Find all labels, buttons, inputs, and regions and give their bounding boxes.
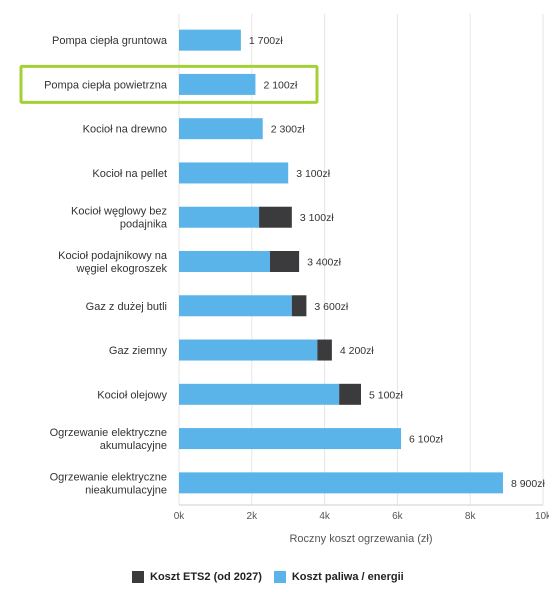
highlight-box — [19, 64, 319, 104]
bar-total-label: 6 100zł — [409, 434, 444, 446]
category-label: Ogrzewanie elektryczne akumulacyjne — [50, 427, 167, 452]
category-label: Kocioł węglowy bez podajnika — [71, 206, 168, 231]
bar-ets2-cost[interactable] — [339, 383, 361, 405]
bar-total-label: 8 900zł — [511, 478, 546, 490]
chart-legend: Koszt ETS2 (od 2027) Koszt paliwa / ener… — [132, 570, 404, 584]
chart-grid — [178, 14, 544, 505]
bar-fuel-cost[interactable] — [179, 339, 318, 361]
bar-fuel-cost[interactable] — [179, 295, 292, 317]
bar-total-label: 3 100zł — [300, 212, 335, 224]
legend-item-ets2[interactable]: Koszt ETS2 (od 2027) — [132, 571, 262, 583]
bar-total-label: 3 400zł — [307, 257, 342, 269]
category-label: Gaz z dużej butli — [86, 301, 167, 313]
x-tick-label: 8k — [465, 511, 477, 522]
x-tick-label: 0k — [174, 511, 186, 522]
legend-item-fuel[interactable]: Koszt paliwa / energii — [273, 571, 404, 583]
category-label: Ogrzewanie elektryczne nieakumulacyjne — [50, 471, 167, 496]
x-tick-label: 2k — [247, 511, 259, 522]
category-label: Pompa ciepła powietrzna — [44, 79, 168, 91]
legend-swatch-ets2 — [132, 571, 144, 583]
x-tick-label: 10k — [535, 511, 549, 522]
chart-x-axis: 0k 2k 4k 6k 8k 10k — [174, 504, 549, 522]
legend-label-ets2: Koszt ETS2 (od 2027) — [150, 571, 262, 583]
bar-total-label: 2 300zł — [271, 124, 306, 136]
x-tick-label: 6k — [392, 511, 404, 522]
category-label: Gaz ziemny — [109, 345, 168, 357]
bar-total-label: 3 600zł — [314, 301, 349, 313]
bar-ets2-cost[interactable] — [259, 206, 292, 228]
bar-fuel-cost[interactable] — [179, 206, 260, 228]
bar-ets2-cost[interactable] — [317, 339, 332, 361]
bar-fuel-cost[interactable] — [179, 251, 270, 272]
category-label: Kocioł podajnikowy na węgiel ekogroszek — [58, 250, 168, 275]
chart-bars — [179, 29, 503, 494]
legend-label-fuel: Koszt paliwa / energii — [291, 571, 404, 583]
bar-total-label: 2 100zł — [263, 79, 298, 91]
bar-fuel-cost[interactable] — [179, 472, 503, 494]
bar-fuel-cost[interactable] — [179, 118, 263, 140]
bar-total-label: 4 200zł — [340, 345, 375, 357]
bar-total-label: 1 700zł — [249, 35, 284, 47]
bar-fuel-cost[interactable] — [179, 73, 256, 95]
category-label: Pompa ciepła gruntowa — [52, 35, 168, 47]
bar-fuel-cost[interactable] — [179, 383, 340, 405]
x-axis-title: Roczny koszt ogrzewania (zł) — [289, 533, 432, 545]
category-label: Kocioł na pellet — [92, 168, 167, 180]
category-label: Kocioł olejowy — [97, 389, 167, 401]
bar-fuel-cost[interactable] — [179, 428, 402, 450]
bar-fuel-cost[interactable] — [179, 29, 241, 51]
chart-labels: 1 700zł Pompa ciepła gruntowa 2 100zł Pompa… — [19, 35, 546, 496]
bar-ets2-cost[interactable] — [270, 251, 300, 272]
legend-swatch-fuel — [273, 571, 286, 583]
category-label: Kocioł na drewno — [83, 124, 167, 136]
x-tick-label: 4k — [319, 511, 331, 522]
bar-total-label: 3 100zł — [296, 168, 331, 180]
bar-total-label: 5 100zł — [369, 389, 404, 401]
bar-fuel-cost[interactable] — [179, 162, 289, 184]
bar-ets2-cost[interactable] — [291, 295, 307, 317]
